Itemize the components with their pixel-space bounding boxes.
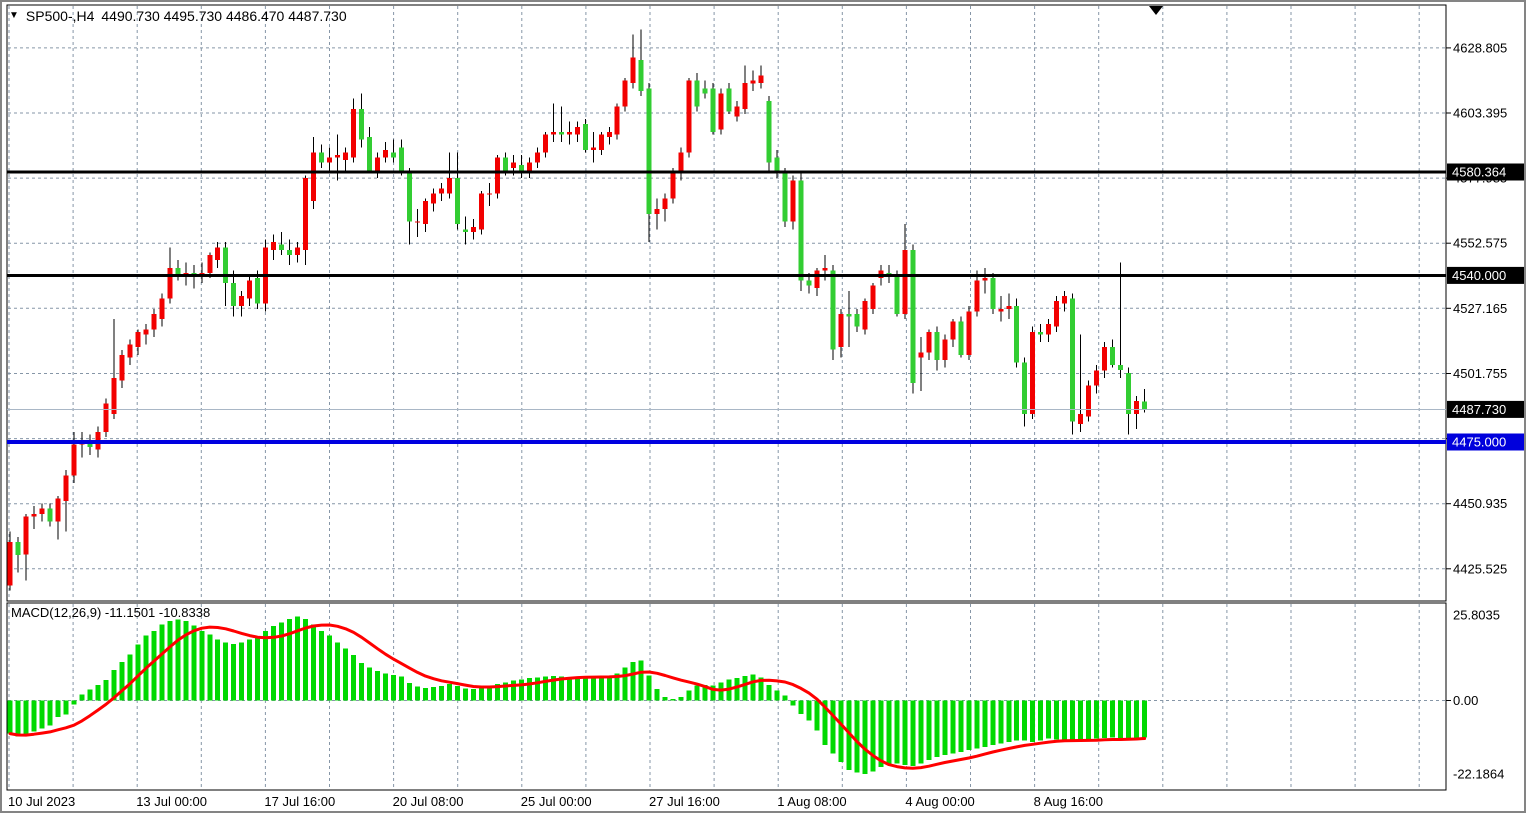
svg-text:4603.395: 4603.395 xyxy=(1453,106,1507,121)
svg-text:4540.000: 4540.000 xyxy=(1452,268,1506,283)
svg-text:4580.364: 4580.364 xyxy=(1452,165,1506,180)
svg-text:4450.935: 4450.935 xyxy=(1453,496,1507,511)
macd-indicator-label: MACD(12,26,9) -11.1501 -10.8338 xyxy=(11,605,211,620)
macd-signal-line xyxy=(8,623,1147,770)
svg-text:27 Jul 16:00: 27 Jul 16:00 xyxy=(649,794,720,809)
macd-histogram xyxy=(7,616,1148,774)
svg-text:25.8035: 25.8035 xyxy=(1453,608,1500,623)
panel-borders xyxy=(6,4,1447,791)
svg-text:4552.575: 4552.575 xyxy=(1453,236,1507,251)
svg-text:0.00: 0.00 xyxy=(1453,693,1478,708)
level-lines[interactable] xyxy=(7,170,1446,444)
svg-text:4527.165: 4527.165 xyxy=(1453,301,1507,316)
price-axis: 4628.8054603.3954577.9854552.5754527.165… xyxy=(1446,40,1524,576)
chart-title: ▼ SP500-,H4 4490.730 4495.730 4486.470 448… xyxy=(9,8,347,24)
svg-text:-22.1864: -22.1864 xyxy=(1453,767,1504,782)
symbol-timeframe-label: SP500-,H4 xyxy=(25,8,95,24)
ohlc-readout: 4490.730 4495.730 4486.470 4487.730 xyxy=(101,8,347,24)
svg-text:1 Aug 08:00: 1 Aug 08:00 xyxy=(777,794,846,809)
macd-axis: 25.8035 0.00 -22.1864 xyxy=(1446,608,1504,782)
svg-text:8 Aug 16:00: 8 Aug 16:00 xyxy=(1034,794,1103,809)
svg-text:25 Jul 00:00: 25 Jul 00:00 xyxy=(521,794,592,809)
svg-text:4 Aug 00:00: 4 Aug 00:00 xyxy=(905,794,974,809)
time-axis: 10 Jul 2023 13 Jul 00:00 17 Jul 16:00 20 Ju… xyxy=(8,794,1103,809)
svg-text:17 Jul 16:00: 17 Jul 16:00 xyxy=(264,794,335,809)
svg-text:13 Jul 00:00: 13 Jul 00:00 xyxy=(136,794,207,809)
svg-text:4628.805: 4628.805 xyxy=(1453,40,1507,55)
svg-text:4475.000: 4475.000 xyxy=(1452,435,1506,450)
svg-text:4501.755: 4501.755 xyxy=(1453,366,1507,381)
end-of-data-marker-icon xyxy=(1149,6,1163,15)
svg-text:4425.525: 4425.525 xyxy=(1453,561,1507,576)
svg-text:10 Jul 2023: 10 Jul 2023 xyxy=(8,794,75,809)
svg-text:4487.730: 4487.730 xyxy=(1452,402,1506,417)
candles-layer xyxy=(7,29,1148,591)
grid-layer xyxy=(8,6,1445,789)
svg-text:20 Jul 08:00: 20 Jul 08:00 xyxy=(393,794,464,809)
symbol-dropdown-icon[interactable]: ▼ xyxy=(9,10,19,21)
